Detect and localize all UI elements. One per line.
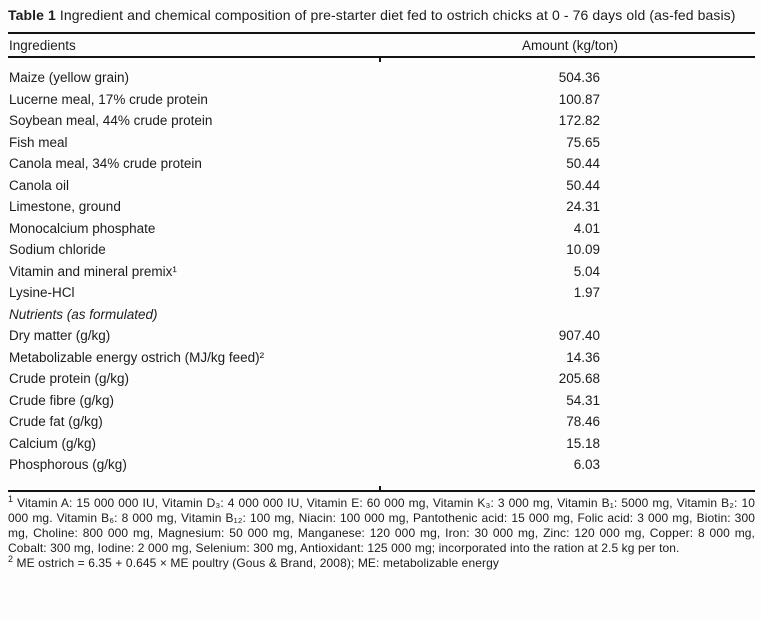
- table-caption: Table 1 Ingredient and chemical composit…: [8, 0, 755, 26]
- ingredient-cell: Nutrients (as formulated): [9, 306, 158, 322]
- table-row: Nutrients (as formulated): [8, 304, 755, 326]
- amount-cell: 50.44: [566, 156, 600, 172]
- amount-cell: 205.68: [558, 371, 600, 387]
- footnote: 1 Vitamin A: 15 000 000 IU, Vitamin D₃: …: [8, 493, 755, 557]
- table-row: Lucerne meal, 17% crude protein 100.87: [8, 89, 755, 111]
- amount-cell: 4.01: [573, 220, 600, 236]
- column-header-amount: Amount (kg/ton): [521, 37, 619, 53]
- amount-cell: 24.31: [566, 199, 600, 215]
- table-row: Dry matter (g/kg) 907.40: [8, 325, 755, 347]
- column-divider-tick: [379, 485, 381, 490]
- amount-cell: 15.18: [566, 435, 600, 451]
- table-row: Monocalcium phosphate 4.01: [8, 218, 755, 240]
- footnotes: 1 Vitamin A: 15 000 000 IU, Vitamin D₃: …: [8, 493, 755, 572]
- ingredient-cell: Fish meal: [9, 134, 68, 150]
- ingredient-cell: Sodium chloride: [9, 242, 106, 258]
- footnote-marker: 1: [8, 493, 14, 504]
- ingredient-cell: Metabolizable energy ostrich (MJ/kg feed…: [9, 349, 265, 365]
- ingredient-cell: Crude fat (g/kg): [9, 414, 103, 430]
- footnote-text: Vitamin A: 15 000 000 IU, Vitamin D₃: 4 …: [8, 495, 755, 556]
- amount-cell: 504.36: [558, 70, 600, 86]
- table-top-rule: [8, 32, 755, 34]
- amount-cell: 6.03: [573, 457, 600, 473]
- footnote-text: ME ostrich = 6.35 + 0.645 × ME poultry (…: [16, 556, 499, 571]
- table-body: Maize (yellow grain) 504.36 Lucerne meal…: [8, 58, 755, 476]
- amount-cell: 5.04: [573, 263, 600, 279]
- amount-cell: 172.82: [558, 113, 600, 129]
- amount-cell: 50.44: [566, 177, 600, 193]
- ingredient-cell: Vitamin and mineral premix¹: [9, 263, 177, 279]
- ingredient-cell: Maize (yellow grain): [9, 70, 130, 86]
- ingredient-cell: Monocalcium phosphate: [9, 220, 156, 236]
- column-header-ingredients: Ingredients: [9, 37, 76, 53]
- table-bottom-rule: [8, 485, 755, 492]
- table-figure: Table 1 Ingredient and chemical composit…: [8, 0, 755, 572]
- ingredient-cell: Crude protein (g/kg): [9, 371, 130, 387]
- column-divider-tick: [379, 58, 381, 62]
- ingredient-cell: Lucerne meal, 17% crude protein: [9, 91, 208, 107]
- ingredient-cell: Lysine-HCl: [9, 285, 75, 301]
- table-row: Phosphorous (g/kg) 6.03: [8, 454, 755, 476]
- ingredient-cell: Calcium (g/kg): [9, 435, 97, 451]
- table-caption-label: Table 1: [8, 7, 56, 23]
- table-row: Soybean meal, 44% crude protein 172.82: [8, 110, 755, 132]
- table-row: Sodium chloride 10.09: [8, 239, 755, 261]
- amount-cell: 78.46: [566, 414, 600, 430]
- ingredient-cell: Phosphorous (g/kg): [9, 457, 127, 473]
- amount-cell: 100.87: [558, 91, 600, 107]
- table-row: Limestone, ground 24.31: [8, 196, 755, 218]
- footnote-marker: 2: [8, 554, 14, 565]
- amount-cell: 54.31: [566, 392, 600, 408]
- ingredient-cell: Dry matter (g/kg): [9, 328, 111, 344]
- table-row: Crude protein (g/kg) 205.68: [8, 368, 755, 390]
- table-caption-text: Ingredient and chemical composition of p…: [55, 7, 736, 23]
- table-row: Crude fibre (g/kg) 54.31: [8, 390, 755, 412]
- ingredient-cell: Soybean meal, 44% crude protein: [9, 113, 213, 129]
- table-header-row: Ingredients Amount (kg/ton): [8, 34, 755, 56]
- footnote: 2 ME ostrich = 6.35 + 0.645 × ME poultry…: [8, 554, 755, 571]
- table-row: Canola oil 50.44: [8, 175, 755, 197]
- table-row: Crude fat (g/kg) 78.46: [8, 411, 755, 433]
- amount-cell: 10.09: [566, 242, 600, 258]
- table-row: Fish meal 75.65: [8, 132, 755, 154]
- amount-cell: 1.97: [573, 285, 600, 301]
- ingredient-cell: Crude fibre (g/kg): [9, 392, 115, 408]
- ingredient-cell: Limestone, ground: [9, 199, 121, 215]
- ingredient-cell: Canola oil: [9, 177, 70, 193]
- amount-cell: 14.36: [566, 349, 600, 365]
- table-header-rule: [8, 56, 755, 62]
- table-row: Vitamin and mineral premix¹ 5.04: [8, 261, 755, 283]
- table-row: Metabolizable energy ostrich (MJ/kg feed…: [8, 347, 755, 369]
- table-row: Lysine-HCl 1.97: [8, 282, 755, 304]
- amount-cell: 75.65: [566, 134, 600, 150]
- table-row: Canola meal, 34% crude protein 50.44: [8, 153, 755, 175]
- table-row: Maize (yellow grain) 504.36: [8, 67, 755, 89]
- amount-cell: 907.40: [558, 328, 600, 344]
- table-row: Calcium (g/kg) 15.18: [8, 433, 755, 455]
- ingredient-cell: Canola meal, 34% crude protein: [9, 156, 202, 172]
